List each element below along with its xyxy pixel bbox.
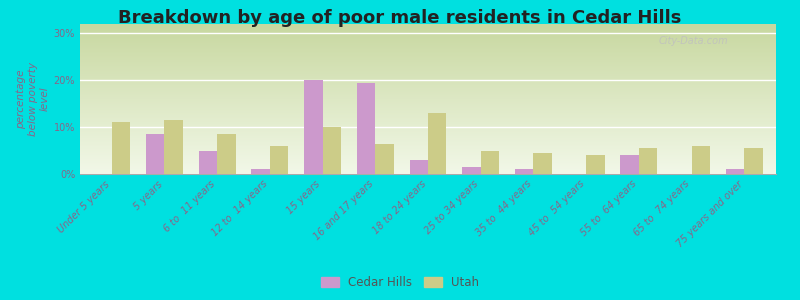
Bar [410,160,428,174]
Bar [251,169,270,174]
Bar [357,82,375,174]
Bar [198,151,217,174]
Bar [534,153,552,174]
Bar [375,143,394,174]
Bar [639,148,658,174]
Bar [270,146,288,174]
Bar [692,146,710,174]
Bar [304,80,322,174]
Bar [462,167,481,174]
Bar [586,155,605,174]
Legend: Cedar Hills, Utah: Cedar Hills, Utah [316,272,484,294]
Bar [322,127,341,174]
Bar [217,134,235,174]
Bar [428,113,446,174]
Bar [621,155,639,174]
Bar [146,134,164,174]
Bar [164,120,183,174]
Bar [744,148,763,174]
Y-axis label: percentage
below poverty
level: percentage below poverty level [16,62,50,136]
Text: Breakdown by age of poor male residents in Cedar Hills: Breakdown by age of poor male residents … [118,9,682,27]
Bar [515,169,534,174]
Bar [112,122,130,174]
Text: City-Data.com: City-Data.com [658,36,728,46]
Bar [481,151,499,174]
Bar [726,169,744,174]
